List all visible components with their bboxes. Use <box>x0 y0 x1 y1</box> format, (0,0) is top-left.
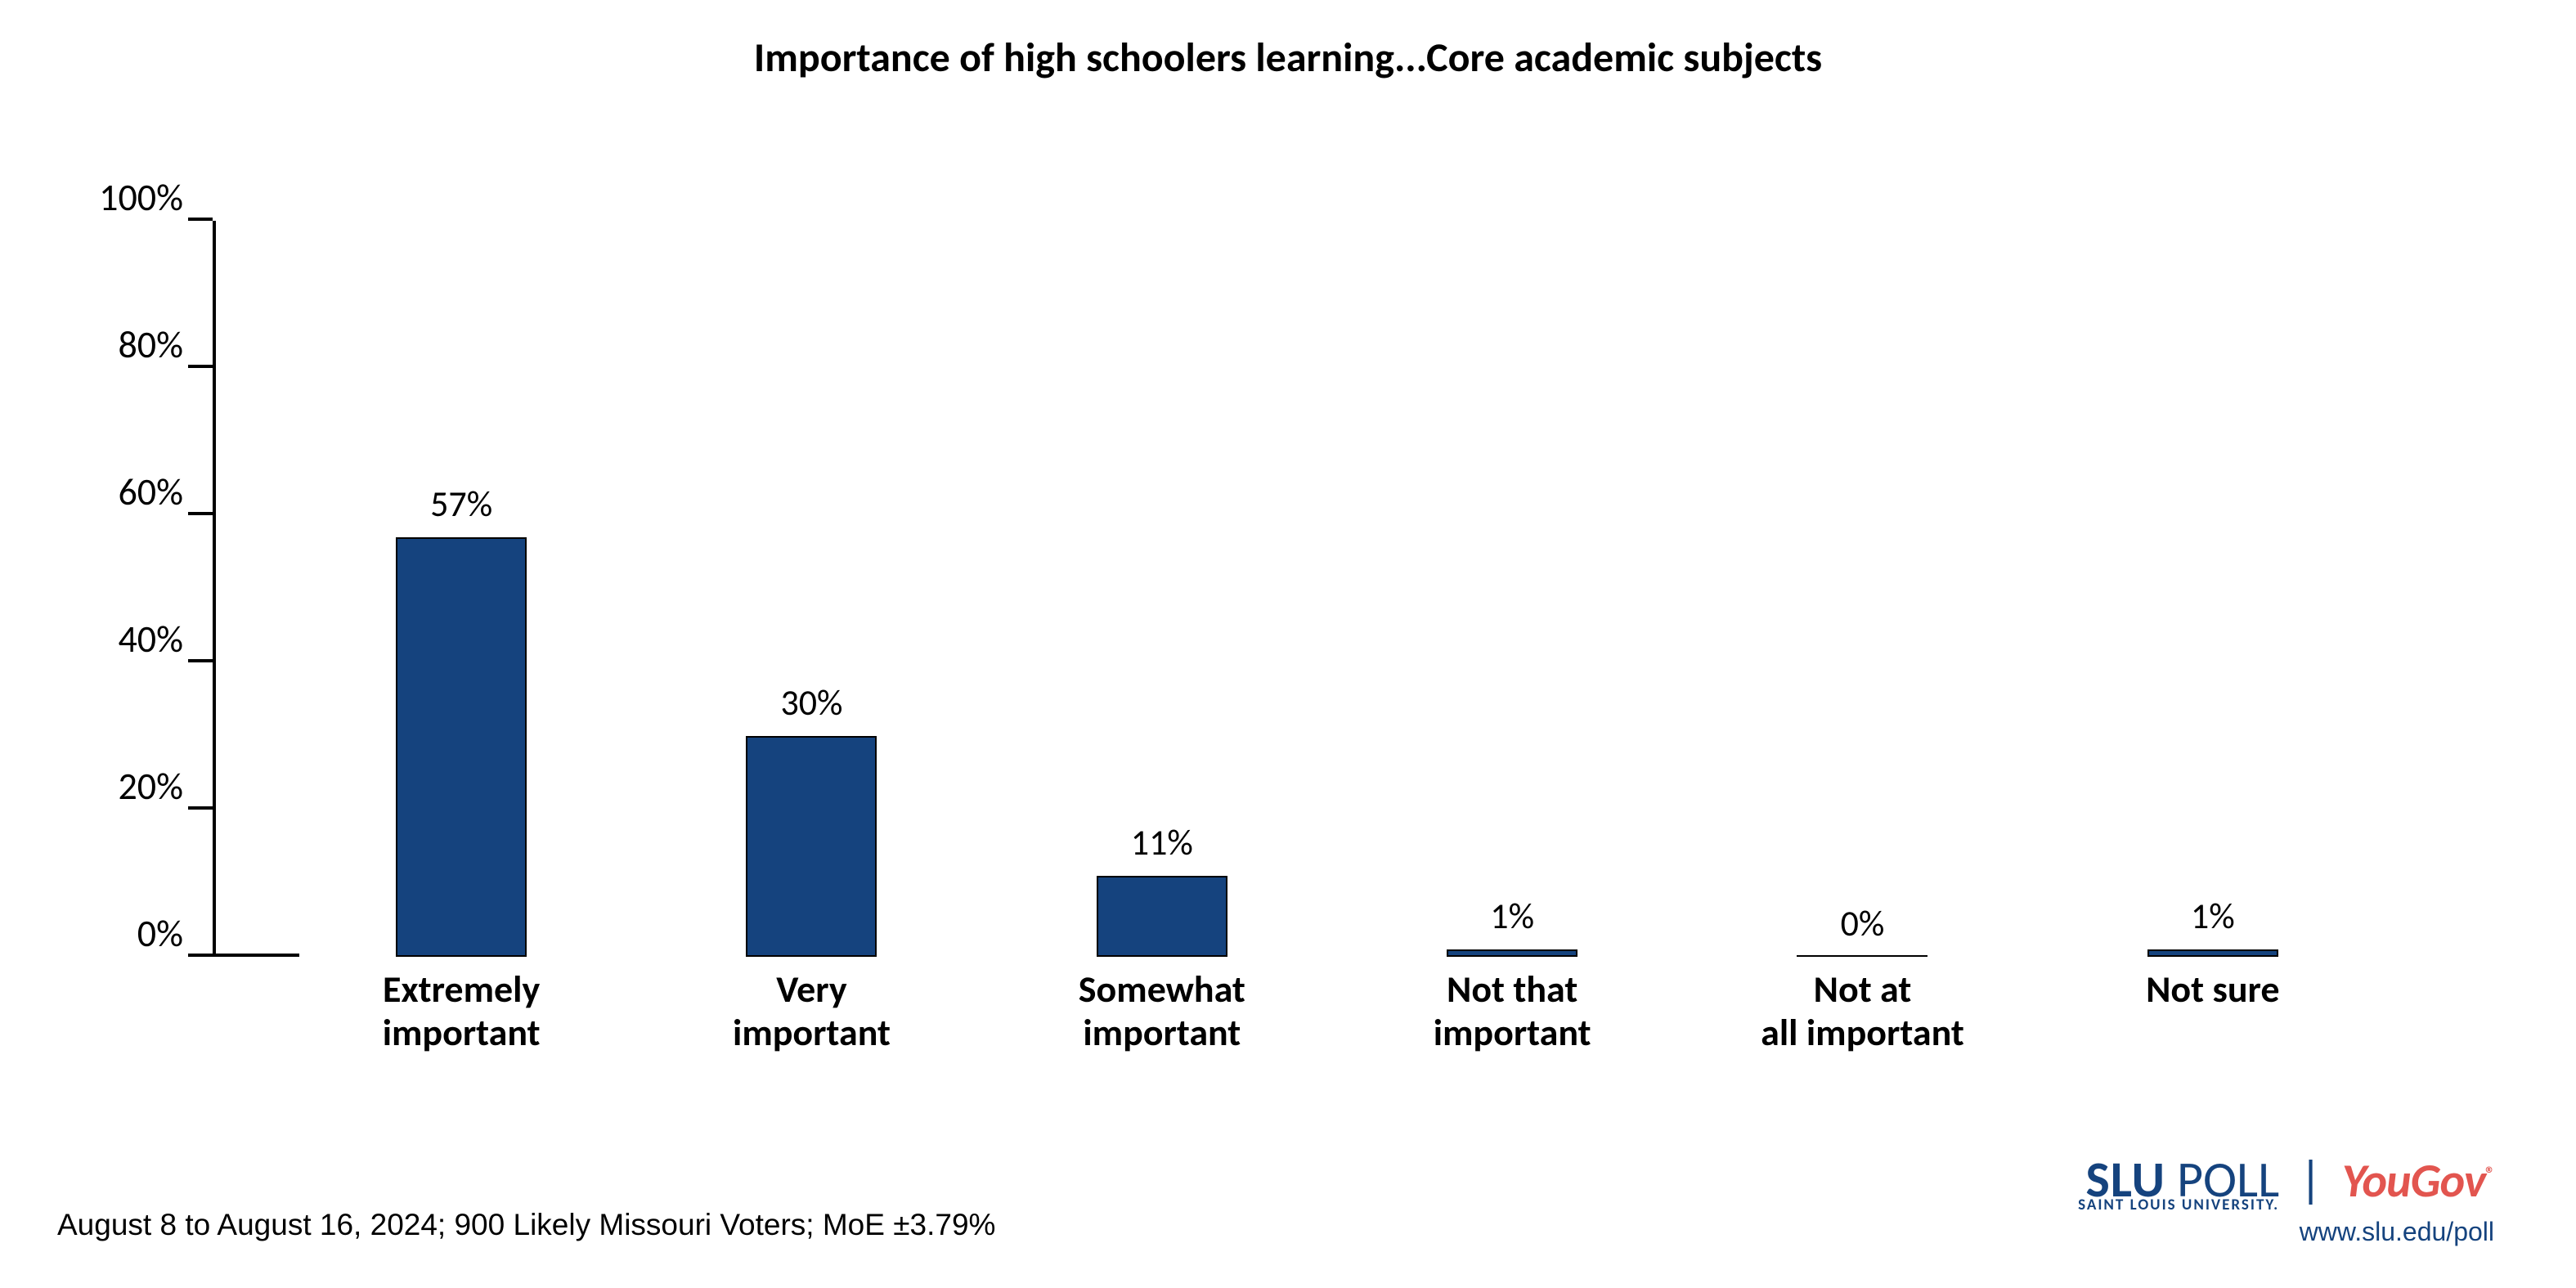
bar-category-label: Somewhat important <box>971 957 1353 1055</box>
bar-chart: 0%20%40%60%80%100% 57%Extremely importan… <box>213 221 2437 957</box>
logo-separator: | <box>2299 1148 2322 1210</box>
y-tick-label: 20% <box>118 764 183 810</box>
bar-category-label: Very important <box>620 957 1003 1055</box>
bar-value-label: 57% <box>430 482 492 526</box>
yougov-logo: YouGov® <box>2342 1151 2494 1209</box>
bar-slot: 1%Not that important <box>1337 221 1687 957</box>
slu-subtitle: SAINT LOUIS UNIVERSITY. <box>2078 1198 2279 1212</box>
bar <box>1447 949 1577 957</box>
bar-slot: 30%Very important <box>636 221 986 957</box>
bar <box>1097 876 1227 957</box>
y-tick-mark <box>188 806 213 810</box>
bar <box>746 736 877 957</box>
bar-slot: 11%Somewhat important <box>987 221 1337 957</box>
yougov-text: YouGov <box>2342 1151 2485 1209</box>
logo-row: SLU POLL SAINT LOUIS UNIVERSITY. | YouGo… <box>2078 1148 2494 1212</box>
chart-title: Importance of high schoolers learning...… <box>0 0 2576 83</box>
bar-category-label: Extremely important <box>270 957 653 1055</box>
y-tick-mark <box>188 512 213 515</box>
bars-container: 57%Extremely important30%Very important1… <box>213 221 2437 957</box>
bar-slot: 0%Not at all important <box>1687 221 2037 957</box>
bar <box>396 537 527 957</box>
poll-url: www.slu.edu/poll <box>2078 1217 2494 1247</box>
bar-value-label: 30% <box>780 680 842 725</box>
y-tick-label: 40% <box>118 617 183 662</box>
bar-value-label: 0% <box>1841 901 1885 945</box>
survey-note: August 8 to August 16, 2024; 900 Likely … <box>57 1208 995 1242</box>
yougov-reg-icon: ® <box>2485 1163 2494 1186</box>
bar-slot: 1%Not sure <box>2038 221 2388 957</box>
y-tick-mark <box>188 365 213 368</box>
bar-value-label: 11% <box>1131 820 1193 864</box>
bar-value-label: 1% <box>2191 894 2235 938</box>
bar-category-label: Not that important <box>1321 957 1703 1055</box>
y-tick-label: 100% <box>99 175 183 221</box>
y-tick-label: 0% <box>137 911 183 957</box>
bar-category-label: Not at all important <box>1671 957 2053 1055</box>
branding: SLU POLL SAINT LOUIS UNIVERSITY. | YouGo… <box>2078 1148 2494 1247</box>
bar-slot: 57%Extremely important <box>286 221 636 957</box>
y-tick-mark <box>188 954 213 957</box>
y-tick-label: 80% <box>118 322 183 368</box>
bar <box>2147 949 2278 957</box>
y-tick-mark <box>188 659 213 662</box>
bar-category-label: Not sure <box>2022 957 2404 1012</box>
y-tick-mark <box>188 218 213 221</box>
y-tick-label: 60% <box>118 469 183 515</box>
bar-value-label: 1% <box>1490 894 1534 938</box>
slu-poll-logo: SLU POLL SAINT LOUIS UNIVERSITY. <box>2078 1157 2279 1212</box>
